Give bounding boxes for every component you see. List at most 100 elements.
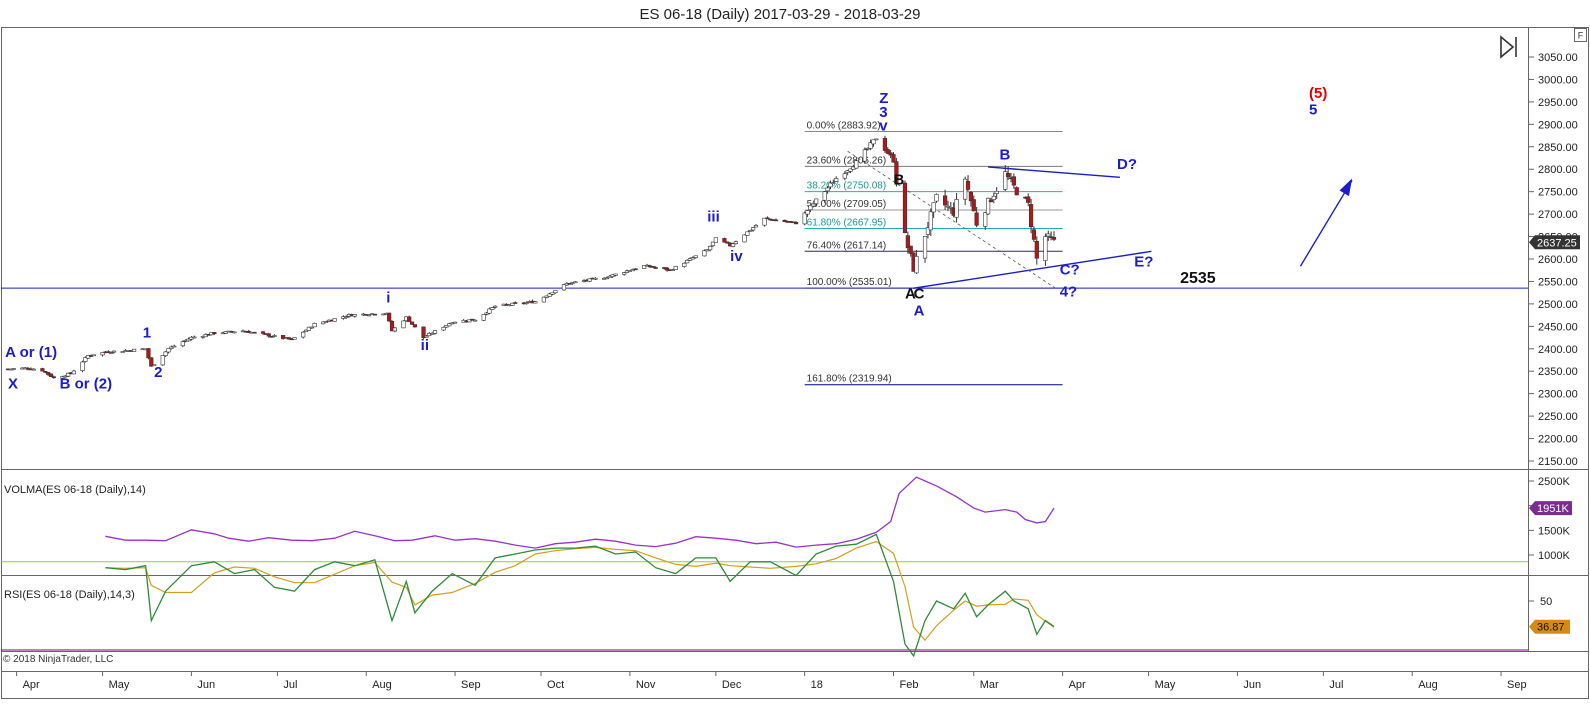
candle-body [484, 312, 489, 315]
candle-body [1034, 240, 1039, 259]
candle-body [991, 195, 996, 200]
candle-body [713, 237, 718, 243]
candle-body [401, 320, 406, 329]
candle-body [100, 352, 105, 356]
candle-body [748, 230, 753, 232]
candle-body [561, 284, 567, 291]
corner-badge[interactable]: F [1574, 28, 1587, 42]
price-axis: 3050.00 3000.00 2950.00 2900.00 2850.00 2800.… [1528, 52, 1578, 468]
volume-ma-line [105, 476, 1055, 549]
candle-body [66, 372, 71, 377]
wave-label: D? [1117, 156, 1137, 173]
candle-body [968, 192, 973, 202]
wave-label: A or (1) [5, 344, 57, 361]
last-price-value: 2637.25 [1537, 237, 1577, 249]
volume-tick-label: 1000K [1538, 550, 1570, 562]
candle-body [943, 195, 948, 206]
candle-body [974, 212, 979, 226]
wave-labels: A or (1)X B or (2)12iiiiiiivZ3vBACABD?C?4… [5, 85, 1327, 392]
candle-body [444, 325, 449, 328]
candle-body [180, 341, 185, 347]
candle-body [693, 255, 698, 258]
candle-body [1003, 171, 1008, 190]
candle-body [862, 149, 867, 162]
trendlines[interactable] [847, 150, 1353, 290]
candle-body [1031, 229, 1037, 240]
candle-body [954, 199, 959, 218]
candle-body [888, 152, 893, 156]
candle-body [882, 137, 888, 151]
candle-body [172, 345, 177, 348]
candle-body [622, 272, 627, 275]
candle-body [965, 181, 971, 190]
candle-body [447, 323, 452, 327]
price-tick-label: 2250.00 [1538, 411, 1578, 423]
fib-level-label: 38.20% (2750.08) [807, 181, 887, 192]
play-to-end-icon[interactable] [1500, 35, 1517, 59]
candle-body [513, 302, 518, 304]
candle-body [541, 296, 546, 303]
candle-body [782, 219, 787, 222]
fibonacci-retracement[interactable]: 0.00% (2883.92) 23.60% (2806.26) 38.20% (2… [804, 121, 1063, 386]
candle-body [430, 332, 435, 335]
time-tick-label: Dec [722, 679, 742, 691]
price-tick-label: 2450.00 [1538, 321, 1578, 333]
candle-body [983, 212, 988, 227]
trendline [913, 250, 1152, 289]
price-tick-label: 3050.00 [1538, 52, 1578, 64]
candle-body [831, 182, 836, 184]
candle-body [493, 305, 498, 308]
candle-body [922, 236, 928, 259]
candle-body [43, 370, 48, 373]
candle-body [260, 331, 266, 334]
candle-body [722, 238, 727, 243]
volume-last-label: 1951K [1529, 501, 1572, 516]
candle-body [432, 330, 438, 334]
price-tick-label: 2550.00 [1538, 276, 1578, 288]
wave-label: B [1000, 146, 1011, 163]
wave-label: (5) [1309, 85, 1327, 102]
candle-body [80, 361, 85, 371]
candle-body [793, 221, 799, 225]
candle-body [765, 217, 770, 220]
price-tick-label: 2300.00 [1538, 389, 1578, 401]
candle-body [825, 187, 830, 192]
candle-body [407, 316, 412, 322]
candle-body [685, 259, 690, 264]
candle-body [40, 368, 45, 372]
candle-body [212, 332, 217, 335]
candle-body [550, 292, 555, 295]
candle-body [808, 205, 813, 211]
candle-body [665, 267, 670, 271]
wave-label: iv [730, 248, 743, 265]
candle-body [372, 313, 377, 316]
candle-body [607, 275, 612, 279]
price-tick-label: 2900.00 [1538, 119, 1578, 131]
wave-label: ii [421, 337, 429, 354]
fib-level-label: 76.40% (2617.14) [807, 240, 887, 251]
candle-body [450, 322, 455, 325]
wave-label: 4? [1060, 284, 1078, 301]
candle-body [323, 321, 329, 323]
wave-label: v [879, 118, 888, 135]
fib-level-label: 50.00% (2709.05) [807, 199, 887, 210]
candle-body [553, 290, 558, 294]
candle-body [344, 316, 349, 318]
candle-body [31, 368, 36, 371]
wave-label: 3 [879, 104, 887, 121]
candle-body [834, 178, 839, 182]
trendline [1299, 180, 1353, 267]
candle-body [149, 357, 154, 367]
candle-body [306, 326, 312, 331]
time-tick-label: 18 [811, 679, 823, 691]
corner-badge-label: F [1578, 31, 1584, 41]
candle-body [11, 368, 16, 370]
candle-body [533, 301, 538, 304]
candle-body [412, 324, 418, 328]
rsi-axis: 50 [1528, 596, 1552, 608]
candle-body [805, 210, 810, 215]
time-tick-label: Jun [197, 679, 215, 691]
candle-body [160, 355, 165, 366]
candle-body [687, 258, 693, 261]
time-axis: Apr May Jun Jul Aug Sep Oct Nov Dec 18 Feb Mar Apr Ma… [16, 671, 1527, 691]
